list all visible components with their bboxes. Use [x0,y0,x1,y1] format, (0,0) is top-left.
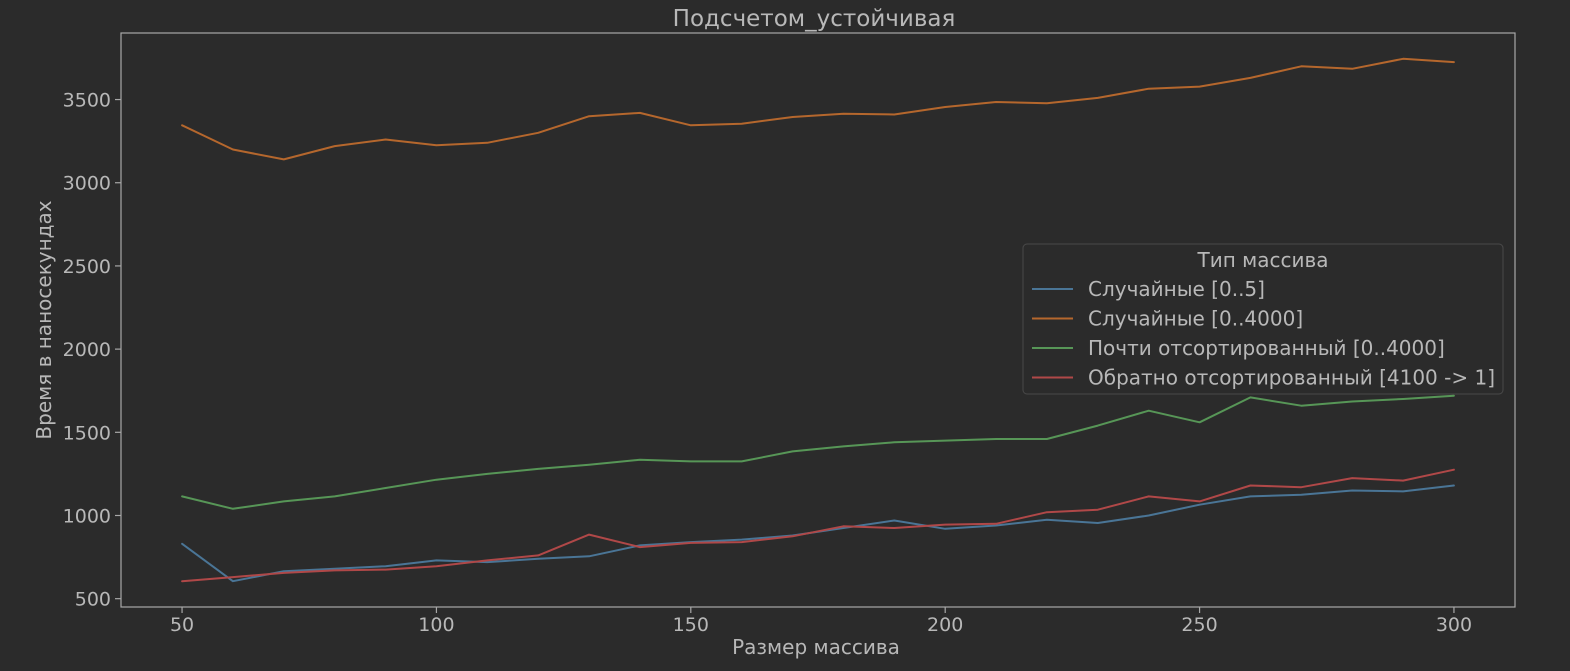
legend-label: Случайные [0..5] [1088,277,1265,301]
y-tick-label: 2500 [63,256,111,278]
legend-box [1022,243,1504,395]
series-line-4 [181,468,1455,583]
plot-area [120,32,1516,608]
series-line-1 [181,484,1455,583]
legend: Тип массива Случайные [0..5]Случайные [0… [1022,243,1504,395]
legend-entries: Случайные [0..5] Случайные [0..4000] Почти… [1032,277,1495,390]
chart-title: Подсчетом_устойчивая [673,6,956,32]
x-tick-label: 50 [170,614,194,636]
x-tick-label: 300 [1436,614,1472,636]
series-group [181,57,1455,583]
y-axis-label: Время в наносекундах [32,200,56,439]
series-line-2 [181,57,1455,161]
y-tick-label: 500 [75,589,111,611]
x-tick-label: 150 [673,614,709,636]
x-tick-label: 250 [1181,614,1217,636]
series-line-3 [181,394,1455,510]
y-axis: 500 1000 1500 2000 2500 3000 3500 [63,90,121,611]
legend-label: Случайные [0..4000] [1088,307,1303,331]
y-tick-label: 3500 [63,90,111,112]
y-tick-label: 1000 [63,505,111,527]
x-tick-label: 100 [418,614,454,636]
x-tick-label: 200 [927,614,963,636]
legend-title: Тип массива [1196,248,1328,272]
y-tick-label: 2000 [63,339,111,361]
legend-label: Обратно отсортированный [4100 -> 1] [1088,366,1495,390]
legend-label: Почти отсортированный [0..4000] [1088,336,1445,360]
y-tick-label: 3000 [63,173,111,195]
x-axis-label: Размер массива [732,635,900,659]
y-tick-label: 1500 [63,422,111,444]
x-axis: 50 100 150 200 250 300 [170,607,1472,636]
